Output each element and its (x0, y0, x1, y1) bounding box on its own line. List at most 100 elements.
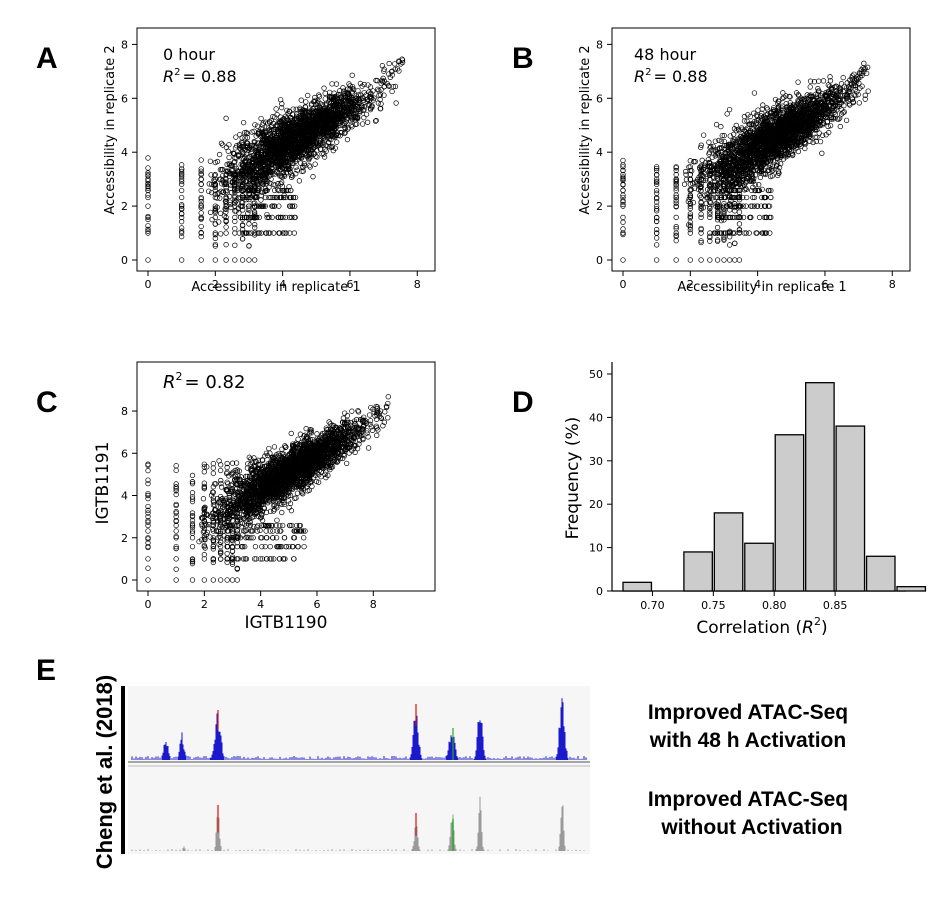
scatter-point (252, 224, 258, 231)
scatter-point (145, 216, 151, 223)
scatter-point (223, 224, 229, 230)
scatter-point (228, 190, 235, 196)
scatter-point (386, 60, 392, 67)
scatter-point (239, 257, 246, 263)
scatter-point (237, 194, 243, 201)
scatter-point (252, 257, 258, 263)
scatter-point (179, 233, 185, 240)
scatter-point (281, 194, 287, 201)
scatter-point (736, 221, 743, 227)
scatter-point (241, 230, 248, 236)
scatter-point (198, 187, 204, 194)
scatter-point (145, 184, 151, 190)
scatter-point (240, 119, 247, 126)
panel-label-d: D (512, 386, 534, 419)
scatter-point (232, 242, 238, 248)
scatter-point (795, 148, 802, 155)
scatter-point (212, 257, 218, 263)
scatter-point (258, 115, 264, 122)
scatter-point (198, 229, 204, 236)
scatter-point (681, 181, 688, 187)
scatter-point (273, 106, 279, 112)
scatter-point (310, 174, 316, 180)
scatter-point (271, 187, 278, 194)
scatter-point (145, 180, 151, 187)
scatter-point (280, 214, 286, 221)
scatter-point (198, 171, 204, 177)
scatter-point (296, 178, 303, 184)
scatter-point (212, 232, 218, 238)
scatter-point (620, 219, 626, 225)
scatter-point (819, 150, 825, 156)
scatter-point (179, 257, 185, 263)
scatter-point (271, 203, 277, 209)
scatter-point (237, 214, 244, 221)
scatter-point (329, 81, 335, 87)
scatter-point (280, 230, 286, 236)
scatter-point (293, 164, 299, 170)
scatter-point (179, 225, 185, 231)
scatter-point (727, 257, 733, 263)
scatter-point (673, 257, 679, 263)
y-tick-label: 6 (121, 92, 128, 105)
scatter-point (721, 257, 727, 263)
scatter-point (714, 257, 721, 263)
y-axis-label-a: Accessibility in replicate 2 (103, 45, 118, 214)
scatter-point (145, 170, 151, 176)
scatter-point (321, 154, 328, 160)
scatter-point (322, 90, 328, 96)
scatter-point (334, 139, 340, 145)
scatter-point (243, 230, 249, 236)
scatter-point (355, 88, 361, 94)
scatter-point (654, 190, 660, 196)
scatter-point (303, 99, 309, 105)
scatter-point (283, 230, 289, 236)
scatter-point (780, 90, 786, 96)
scatter-point (340, 85, 346, 91)
scatter-point (198, 157, 204, 163)
scatter-point (312, 161, 318, 167)
scatter-point (216, 219, 222, 225)
scatter-point (239, 230, 246, 236)
scatter-point (344, 136, 351, 143)
scatter-point (198, 205, 204, 211)
scatter-point (258, 197, 264, 203)
scatter-point (198, 202, 204, 208)
scatter-point (145, 194, 151, 201)
scatter-point (207, 158, 214, 164)
scatter-point (270, 194, 276, 201)
scatter-point (375, 100, 382, 106)
scatter-point (179, 178, 185, 185)
scatter-point (214, 195, 220, 201)
scatter-point (795, 79, 801, 85)
scatter-point (270, 114, 276, 120)
x-tick-label: 8 (414, 278, 421, 291)
scatter-point (145, 165, 151, 171)
scatter-point (239, 236, 246, 242)
scatter-point (223, 203, 229, 210)
scatter-point (291, 230, 298, 236)
scatter-point (145, 203, 151, 209)
scatter-point (376, 92, 382, 98)
scatter-point (865, 88, 871, 94)
scatter-point (198, 168, 204, 174)
scatter-point (379, 63, 385, 69)
scatter-point (179, 187, 185, 194)
scatter-point (673, 237, 679, 244)
scatter-point (246, 243, 252, 249)
scatter-point (223, 115, 229, 121)
scatter-point (393, 100, 399, 106)
scatter-point (212, 235, 218, 241)
scatter-point (746, 230, 752, 236)
scatter-point (251, 128, 257, 134)
scatter-point (333, 81, 340, 87)
scatter-point (179, 228, 185, 234)
scatter-point (280, 187, 286, 194)
x-axis-label-a: Accessibility in replicate 1 (191, 280, 360, 295)
scatter-point (239, 135, 245, 141)
scatter-point (286, 214, 293, 221)
scatter-point (254, 230, 260, 236)
scatter-point (698, 211, 704, 217)
scatter-point (179, 181, 185, 187)
